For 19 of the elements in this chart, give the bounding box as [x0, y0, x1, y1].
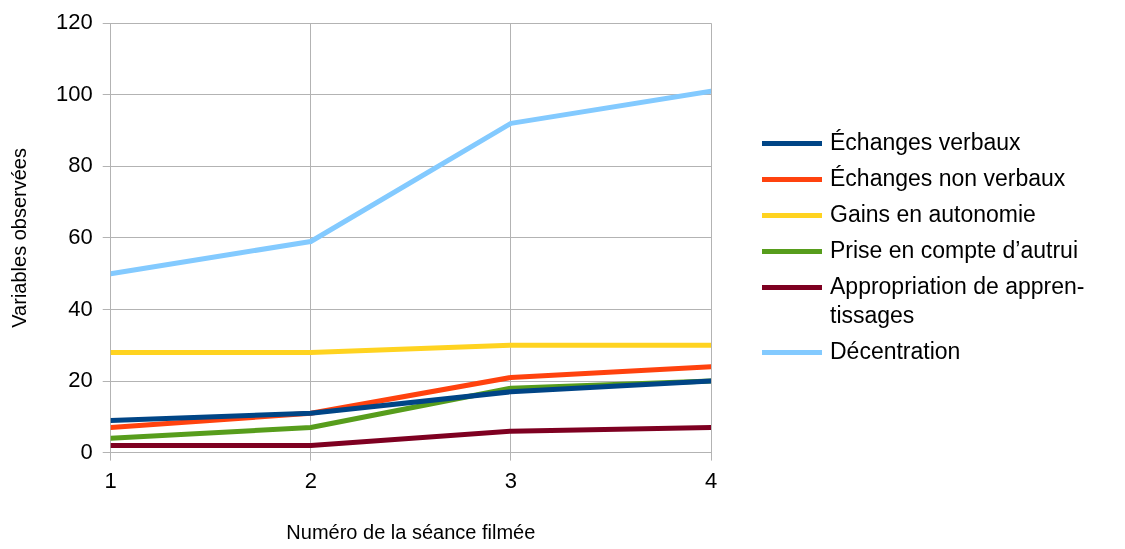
- y-tick-label: 40: [68, 295, 93, 321]
- x-tick-label: 2: [304, 467, 317, 493]
- legend-label: Échanges verbaux: [830, 128, 1021, 157]
- y-tick-label: 100: [55, 80, 93, 106]
- legend-label: Échanges non verbaux: [830, 164, 1066, 193]
- y-tick-label: 120: [55, 9, 93, 35]
- y-tick-label: 80: [68, 152, 93, 178]
- y-tick-label: 60: [68, 223, 93, 249]
- x-tick-label: 4: [704, 467, 718, 493]
- legend-label: Gains en autonomie: [830, 200, 1036, 229]
- x-tick-label: 3: [504, 467, 518, 493]
- y-axis-title: Variables observées: [7, 148, 30, 328]
- legend-label: Prise en compte d’autrui: [830, 236, 1079, 265]
- legend-label: Appropriation de appren-tissages: [830, 272, 1086, 330]
- y-tick-label: 20: [68, 367, 93, 393]
- x-tick-label: 1: [104, 467, 117, 493]
- legend-label: Décentration: [830, 337, 961, 366]
- y-tick-label: 0: [80, 438, 93, 464]
- x-axis-title: Numéro de la séance filmée: [286, 520, 536, 543]
